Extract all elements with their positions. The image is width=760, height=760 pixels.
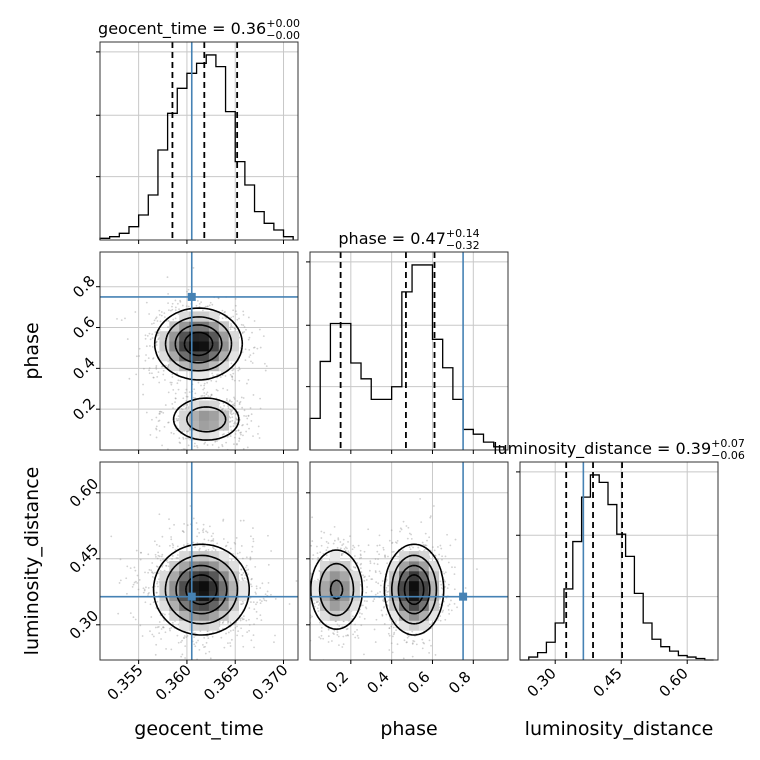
- x-tick-label-phase: 0.4: [363, 668, 393, 698]
- x-axis-label-phase: phase: [380, 718, 437, 740]
- title-minus: −0.00: [266, 29, 300, 42]
- contours: [153, 307, 244, 441]
- x-tick-label-luminosity_distance: 0.30: [523, 664, 559, 700]
- y-tick-label-phase: 0.8: [69, 272, 99, 302]
- axes-frame: [309, 251, 509, 451]
- truth-marker: [459, 592, 468, 601]
- density-panel-geocent_time-luminosity_distance: [96, 461, 299, 664]
- contour-line: [175, 564, 228, 615]
- contour-line: [164, 554, 239, 625]
- density-cells: [159, 551, 249, 631]
- density-panel-phase-luminosity_distance: [306, 461, 509, 664]
- x-tick-label-luminosity_distance: 0.60: [655, 664, 691, 700]
- contours: [310, 543, 445, 636]
- title-main: luminosity_distance = 0.39: [493, 439, 711, 459]
- contours: [152, 543, 250, 636]
- title-plus: +0.14: [446, 227, 480, 240]
- x-axis-label-geocent_time: geocent_time: [134, 718, 263, 740]
- scatter-points: [310, 498, 478, 660]
- contour-line: [183, 331, 214, 357]
- contour-line: [403, 574, 425, 606]
- title-main: geocent_time = 0.36: [98, 19, 266, 39]
- axes-frame: [309, 461, 509, 661]
- x-tick-label-phase: 0.8: [445, 668, 475, 698]
- contour-line: [310, 543, 445, 636]
- y-tick-label-luminosity_distance: 0.60: [66, 475, 102, 511]
- x-axis-label-luminosity_distance: luminosity_distance: [525, 718, 714, 740]
- contour-line: [164, 316, 233, 433]
- title-minus: −0.32: [446, 239, 480, 252]
- histogram-geocent_time: [99, 54, 294, 240]
- density-panel-geocent_time-phase: [96, 251, 299, 454]
- y-tick-label-luminosity_distance: 0.45: [66, 541, 102, 577]
- hist-panel-geocent_time: geocent_time = 0.36+0.00−0.00: [96, 17, 300, 244]
- title-main: phase = 0.47: [338, 229, 445, 248]
- hist-panel-phase: phase = 0.47+0.14−0.32: [306, 227, 509, 454]
- truth-marker: [187, 592, 196, 601]
- histogram-luminosity_distance: [520, 474, 714, 661]
- axes-frame: [99, 251, 299, 451]
- x-tick-label-geocent_time: 0.370: [248, 661, 291, 704]
- y-tick-label-phase: 0.6: [69, 313, 99, 343]
- x-tick-label-phase: 0.6: [404, 668, 434, 698]
- histogram-phase: [309, 264, 505, 450]
- title-minus: −0.06: [711, 449, 745, 462]
- y-tick-label-phase: 0.4: [69, 354, 99, 384]
- title-plus: +0.07: [711, 437, 745, 450]
- y-tick-label-phase: 0.2: [69, 394, 99, 424]
- contour-line: [153, 307, 244, 441]
- axes-frame: [519, 461, 719, 661]
- panel-title: phase = 0.47+0.14: [338, 227, 479, 248]
- x-tick-label-phase: 0.2: [322, 668, 352, 698]
- axes-frame: [99, 41, 299, 241]
- y-axis-label-luminosity_distance: luminosity_distance: [21, 467, 43, 656]
- y-tick-label-luminosity_distance: 0.30: [66, 607, 102, 643]
- title-plus: +0.00: [266, 17, 300, 30]
- truth-marker: [187, 292, 196, 301]
- x-tick-label-geocent_time: 0.365: [200, 661, 243, 704]
- axes-frame: [99, 461, 299, 661]
- contour-line: [174, 324, 223, 364]
- panel-title: geocent_time = 0.36+0.00: [98, 17, 300, 39]
- contour-line: [152, 543, 250, 636]
- x-tick-label-geocent_time: 0.355: [104, 661, 147, 704]
- panel-title: luminosity_distance = 0.39+0.07: [493, 437, 745, 459]
- x-tick-label-geocent_time: 0.360: [152, 661, 195, 704]
- hist-panel-luminosity_distance: luminosity_distance = 0.39+0.07−0.06: [493, 437, 745, 664]
- x-tick-label-luminosity_distance: 0.45: [589, 664, 625, 700]
- contour-line: [318, 554, 438, 625]
- y-axis-label-phase: phase: [21, 322, 43, 379]
